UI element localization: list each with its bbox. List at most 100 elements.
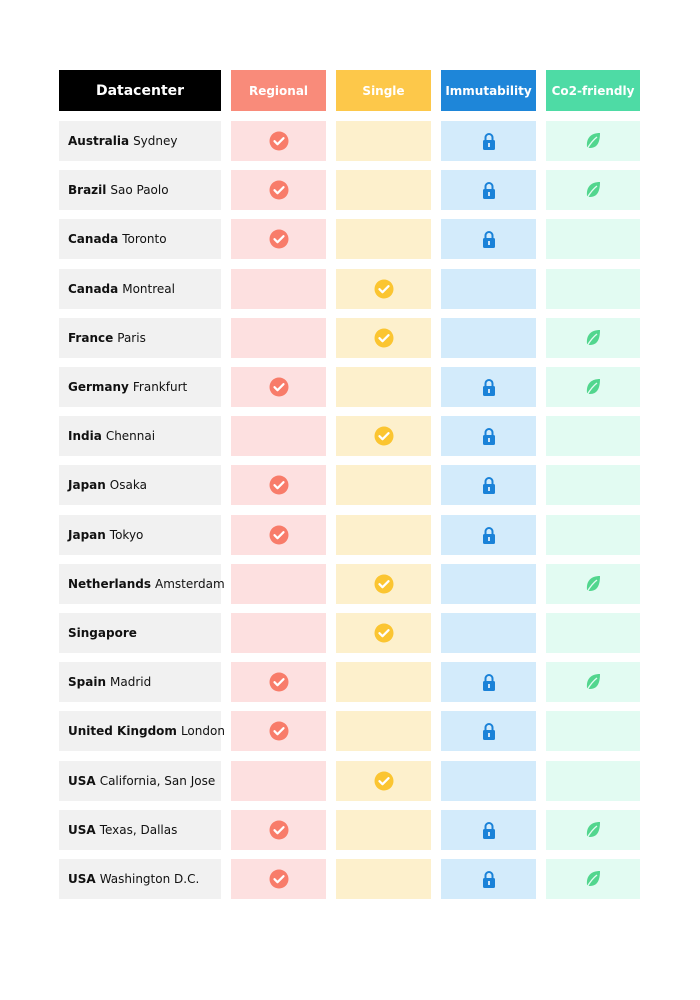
- single-icon: [374, 771, 393, 791]
- country: Canada: [68, 232, 119, 247]
- city: Texas, Dallas: [99, 822, 178, 837]
- feature-cell: [231, 268, 326, 309]
- datacenter-cell: Japan Tokyo: [59, 514, 221, 555]
- immutability-icon: [482, 526, 495, 544]
- co2_friendly-icon: [586, 575, 600, 593]
- header-cell: Single: [336, 70, 431, 111]
- single-icon: [374, 328, 393, 348]
- feature-cell: [231, 219, 326, 260]
- regional-icon: [269, 721, 288, 741]
- feature-cell: [441, 416, 536, 457]
- feature-cell: [546, 711, 640, 752]
- feature-cell: [441, 121, 536, 161]
- datacenter-cell: Canada Montreal: [59, 268, 221, 309]
- regional-icon: [269, 131, 288, 151]
- city: California, San Jose: [99, 773, 216, 788]
- country: Singapore: [68, 626, 137, 640]
- feature-cell: [546, 514, 640, 555]
- feature-cell: [231, 465, 326, 506]
- country: USA: [68, 822, 96, 837]
- immutability-icon: [482, 133, 495, 150]
- country: Germany: [68, 380, 129, 394]
- city: Frankfurt: [132, 380, 188, 394]
- immutability-icon: [482, 871, 495, 888]
- feature-cell: [546, 268, 640, 309]
- city: Montreal: [122, 281, 175, 296]
- regional-icon: [269, 377, 288, 397]
- immutability-icon: [482, 182, 495, 200]
- datacenter-cell: United Kingdom London: [59, 711, 225, 752]
- datacenter-cell: Brazil Sao Paolo: [59, 170, 221, 211]
- city: Sydney: [133, 134, 178, 148]
- single-icon: [374, 574, 393, 594]
- feature-cell: [546, 760, 640, 801]
- feature-cell: [231, 711, 326, 752]
- header-cell: Datacenter: [59, 70, 221, 111]
- country: Canada: [68, 281, 119, 296]
- feature-cell: [546, 662, 640, 703]
- immutability-icon: [482, 674, 495, 692]
- immutability-icon: [482, 821, 495, 839]
- datacenter-cell: Germany Frankfurt: [59, 367, 221, 407]
- datacenter-cell: India Chennai: [59, 416, 221, 457]
- city: Chennai: [105, 429, 156, 444]
- feature-cell: [231, 416, 326, 457]
- header-cell: Regional: [231, 70, 326, 111]
- feature-cell: [231, 809, 326, 850]
- feature-cell: [546, 859, 640, 899]
- feature-cell: [231, 662, 326, 703]
- datacenter-cell: France Paris: [59, 317, 221, 358]
- regional-icon: [269, 525, 288, 545]
- city: Osaka: [109, 478, 147, 493]
- feature-cell: [231, 859, 326, 899]
- feature-cell: [336, 859, 431, 899]
- feature-cell: [231, 317, 326, 358]
- co2_friendly-icon: [586, 871, 600, 888]
- country: Australia: [68, 134, 130, 148]
- single-icon: [374, 426, 393, 446]
- feature-cell: [231, 613, 326, 653]
- feature-cell: [441, 711, 536, 752]
- feature-cell: [336, 121, 431, 161]
- city: Toronto: [122, 232, 167, 247]
- feature-cell: [336, 711, 431, 752]
- feature-cell: [441, 219, 536, 260]
- city: Paris: [117, 330, 146, 345]
- feature-cell: [231, 121, 326, 161]
- header-cell: Immutability: [441, 70, 536, 111]
- feature-cell: [336, 219, 431, 260]
- feature-cell: [441, 760, 536, 801]
- city: Washington D.C.: [99, 872, 200, 886]
- regional-icon: [269, 820, 288, 840]
- feature-cell: [546, 317, 640, 358]
- country: United Kingdom: [68, 724, 177, 739]
- regional-icon: [269, 869, 288, 889]
- feature-cell: [546, 170, 640, 211]
- datacenter-cell: USA Washington D.C.: [59, 859, 221, 899]
- country: France: [68, 330, 114, 345]
- datacenter-cell: USA Texas, Dallas: [59, 809, 221, 850]
- regional-icon: [269, 229, 288, 249]
- feature-cell: [336, 514, 431, 555]
- feature-cell: [546, 809, 640, 850]
- datacenter-cell: Japan Osaka: [59, 465, 221, 506]
- feature-cell: [441, 563, 536, 604]
- feature-cell: [231, 563, 326, 604]
- datacenter-cell: Australia Sydney: [59, 121, 221, 161]
- feature-cell: [336, 170, 431, 211]
- country: Netherlands: [68, 576, 152, 591]
- feature-cell: [336, 760, 431, 801]
- feature-cell: [231, 367, 326, 407]
- feature-cell: [441, 859, 536, 899]
- immutability-icon: [482, 379, 495, 396]
- feature-cell: [441, 367, 536, 407]
- country: Spain: [68, 675, 106, 690]
- feature-cell: [441, 268, 536, 309]
- city: Madrid: [110, 675, 152, 690]
- city: Tokyo: [109, 527, 144, 542]
- feature-cell: [336, 416, 431, 457]
- feature-cell: [546, 367, 640, 407]
- country: India: [68, 429, 102, 444]
- country: Brazil: [68, 183, 107, 198]
